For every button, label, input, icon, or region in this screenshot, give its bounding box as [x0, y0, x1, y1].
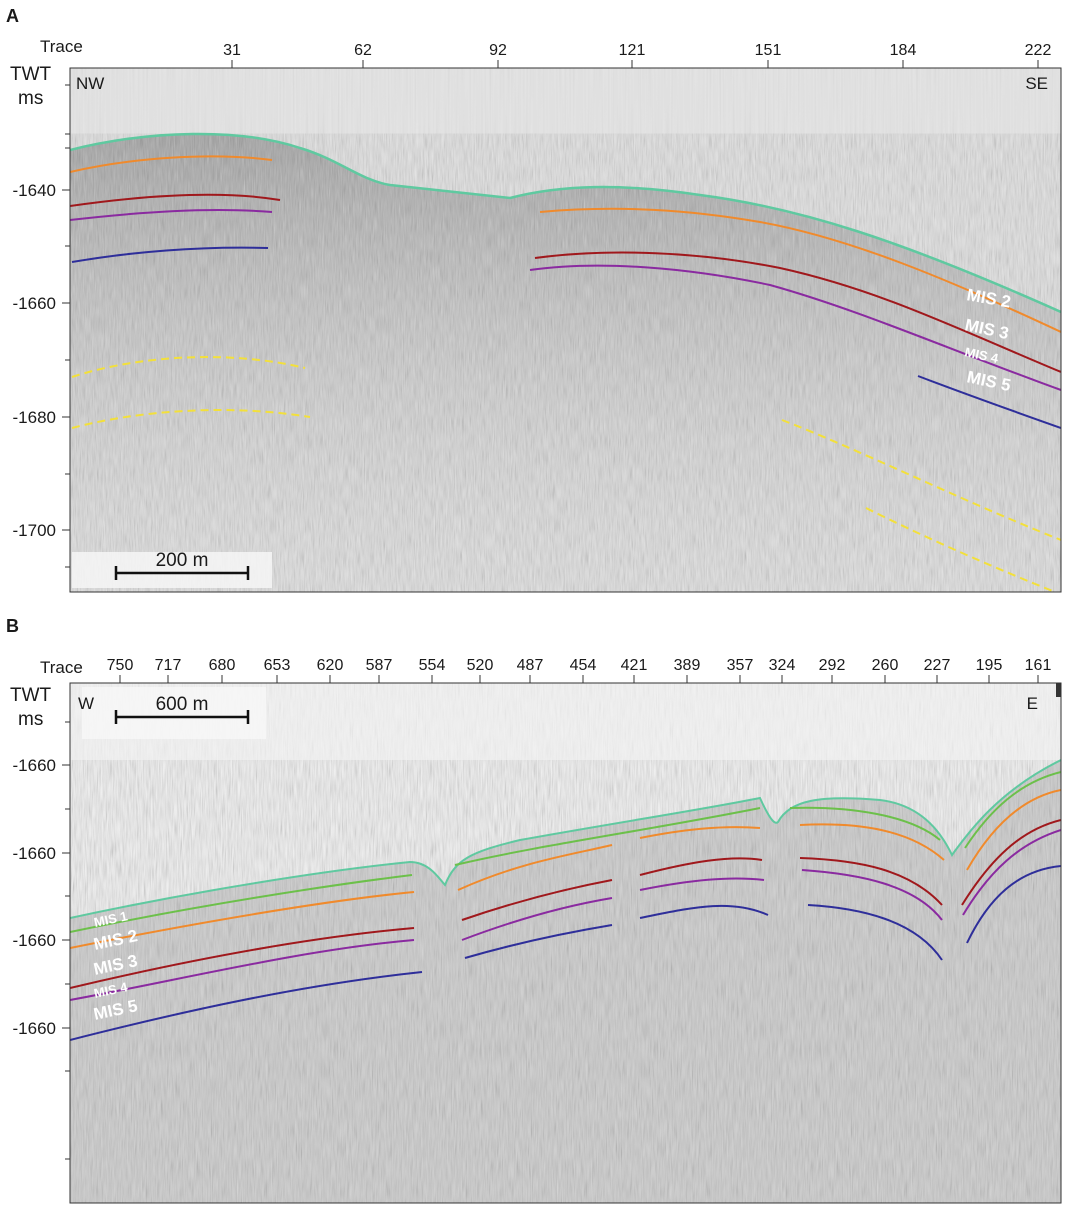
trace-tick-label: 151 — [755, 42, 782, 59]
panel-b-trace-label: Trace — [40, 658, 83, 677]
panel-a-trace-axis: 31 62 92 121 151 184 222 — [223, 42, 1051, 68]
panel-b-letter: B — [6, 616, 19, 636]
trace-tick-label: 680 — [209, 657, 236, 674]
panel-a-dashed-reflector — [71, 356, 306, 378]
panel-a-left-direction: NW — [76, 74, 104, 93]
panel-a-twt-unit: ms — [18, 88, 43, 109]
trace-tick-label: 227 — [924, 657, 951, 674]
panel-b: B Trace TWT ms W E 750 717 680 653 620 587 554… — [6, 616, 1062, 1204]
trace-tick-label: 357 — [727, 657, 754, 674]
panel-b-trace-axis: 750 717 680 653 620 587 554 520 487 454 421 389 357 3… — [107, 657, 1052, 683]
depth-tick-label: -1660 — [13, 931, 56, 950]
panel-b-mis5-horizon — [70, 865, 1061, 1041]
trace-tick-label: 324 — [769, 657, 796, 674]
panel-b-mis2-horizon — [70, 789, 1061, 949]
trace-tick-label: 389 — [674, 657, 701, 674]
trace-tick-label: 620 — [317, 657, 344, 674]
depth-tick-label: -1640 — [13, 181, 56, 200]
trace-tick-label: 31 — [223, 42, 241, 59]
trace-tick-label: 750 — [107, 657, 134, 674]
panel-b-mis1-label: MIS 1 — [93, 908, 129, 930]
trace-tick-label: 184 — [890, 42, 917, 59]
depth-tick-label: -1680 — [13, 408, 56, 427]
panel-a-twt-label: TWT — [10, 64, 52, 85]
panel-a-frame — [69, 67, 1062, 593]
trace-tick-label: 292 — [819, 657, 846, 674]
panel-a-mis2-horizon — [70, 155, 273, 173]
panel-b-mis4-label: MIS 4 — [93, 979, 130, 1001]
trace-tick-label: 454 — [570, 657, 597, 674]
panel-a-mis3-horizon — [70, 193, 281, 207]
panel-b-scale-bar: 600 m — [114, 694, 250, 724]
depth-tick-label: -1660 — [13, 844, 56, 863]
trace-tick-label: 195 — [976, 657, 1003, 674]
trace-tick-label: 487 — [517, 657, 544, 674]
trace-tick-label: 92 — [489, 42, 507, 59]
panel-b-mis3-horizon — [70, 819, 1061, 989]
trace-tick-label: 260 — [872, 657, 899, 674]
trace-tick-label: 161 — [1025, 657, 1052, 674]
panel-b-scale-label: 600 m — [156, 694, 209, 715]
panel-a-letter: A — [6, 6, 19, 26]
panel-a-depth-axis: -1640 -1660 -1680 -1700 — [13, 84, 70, 568]
trace-tick-label: 62 — [354, 42, 372, 59]
panel-b-right-direction: E — [1027, 694, 1038, 713]
panel-b-depth-axis: -1660 -1660 -1660 -1660 — [13, 721, 70, 1160]
panel-a-seismic — [70, 68, 1061, 592]
panel-a-scale-label: 200 m — [156, 550, 209, 571]
trace-tick-label: 554 — [419, 657, 446, 674]
panel-a-mis5-horizon — [71, 246, 269, 263]
depth-tick-label: -1660 — [13, 294, 56, 313]
depth-tick-label: -1700 — [13, 521, 56, 540]
panel-b-horizon-labels: MIS 1 MIS 2 MIS 3 MIS 4 MIS 5 — [92, 908, 139, 1024]
depth-tick-label: -1660 — [13, 1019, 56, 1038]
panel-a: A Trace TWT ms NW — [6, 6, 1062, 593]
trace-tick-label: 717 — [155, 657, 182, 674]
panel-b-mis4-horizon — [70, 829, 1061, 1001]
panel-a-mis4-label: MIS 4 — [963, 344, 1000, 366]
panel-b-twt-unit: ms — [18, 709, 43, 730]
trace-tick-label: 222 — [1025, 42, 1052, 59]
panel-a-trace-label: Trace — [40, 37, 83, 56]
depth-tick-label: -1660 — [13, 756, 56, 775]
trace-tick-label: 587 — [366, 657, 393, 674]
trace-tick-label: 421 — [621, 657, 648, 674]
panel-b-twt-label: TWT — [10, 685, 52, 706]
trace-tick-label: 520 — [467, 657, 494, 674]
panel-a-mis4-horizon — [70, 209, 273, 221]
trace-tick-label: 121 — [619, 42, 646, 59]
panel-a-scale-bar: 200 m — [114, 550, 250, 580]
panel-b-seismic — [70, 683, 1061, 1203]
panel-b-frame — [69, 682, 1062, 1204]
panel-b-mis1-horizon — [70, 771, 1061, 933]
trace-tick-label: 653 — [264, 657, 291, 674]
panel-b-left-direction: W — [78, 694, 94, 713]
panel-a-seafloor-horizon — [70, 132, 1061, 314]
panel-a-right-direction: SE — [1025, 74, 1048, 93]
panel-b-seafloor-horizon — [70, 759, 1061, 919]
